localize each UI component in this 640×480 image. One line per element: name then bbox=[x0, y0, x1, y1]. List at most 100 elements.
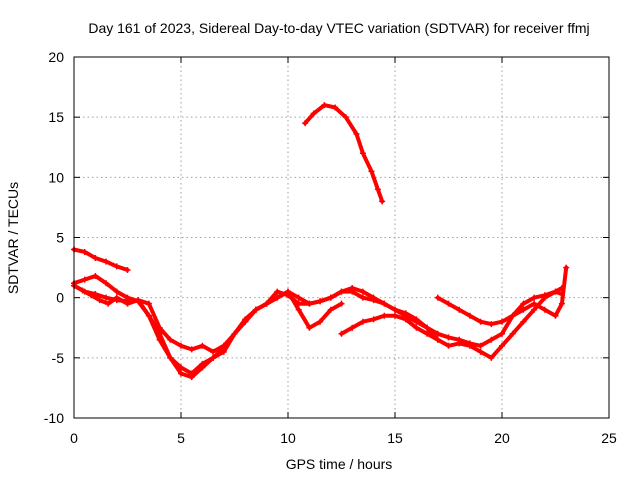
data-point bbox=[135, 297, 142, 304]
x-axis-label: GPS time / hours bbox=[286, 456, 393, 472]
data-point bbox=[381, 300, 388, 307]
data-point bbox=[79, 287, 86, 294]
data-point bbox=[81, 248, 88, 255]
y-tick-label: -5 bbox=[52, 350, 65, 366]
data-point bbox=[509, 330, 516, 337]
series-arc-3 bbox=[72, 283, 440, 354]
data-point bbox=[370, 316, 377, 323]
data-point bbox=[156, 330, 163, 337]
data-point bbox=[456, 340, 463, 347]
data-point bbox=[332, 104, 339, 111]
data-point bbox=[81, 276, 88, 283]
data-point bbox=[124, 294, 131, 301]
data-point bbox=[338, 288, 345, 295]
y-tick-label: 20 bbox=[48, 49, 64, 65]
data-point bbox=[541, 294, 548, 301]
data-point bbox=[370, 297, 377, 304]
data-point bbox=[285, 288, 291, 295]
data-point bbox=[359, 288, 366, 295]
data-point bbox=[434, 294, 441, 301]
data-point bbox=[445, 300, 452, 307]
y-tick-label: 5 bbox=[56, 230, 64, 246]
series-layer bbox=[71, 102, 570, 381]
data-point bbox=[302, 120, 309, 127]
data-point bbox=[167, 336, 174, 343]
data-point bbox=[499, 342, 505, 349]
data-point bbox=[274, 294, 281, 301]
data-point bbox=[353, 131, 360, 138]
x-tick-label: 10 bbox=[280, 430, 296, 446]
data-point bbox=[381, 312, 388, 319]
series-arc-7 bbox=[435, 265, 569, 327]
data-point bbox=[342, 114, 349, 121]
x-tick-label: 0 bbox=[70, 430, 78, 446]
data-point bbox=[113, 263, 120, 270]
data-point bbox=[252, 306, 259, 313]
data-point bbox=[92, 273, 99, 280]
data-point bbox=[392, 306, 398, 313]
data-point bbox=[558, 300, 565, 307]
data-point bbox=[466, 342, 473, 349]
data-point bbox=[178, 370, 184, 377]
data-point bbox=[338, 300, 345, 307]
y-tick-label: 10 bbox=[48, 169, 64, 185]
data-point bbox=[113, 294, 120, 301]
data-point bbox=[124, 266, 131, 273]
data-point bbox=[552, 312, 559, 319]
x-tick-label: 15 bbox=[387, 430, 403, 446]
data-point bbox=[359, 318, 366, 325]
data-point bbox=[541, 306, 548, 313]
data-point bbox=[477, 342, 484, 349]
x-tick-label: 5 bbox=[177, 430, 185, 446]
data-point bbox=[359, 150, 366, 157]
chart-title: Day 161 of 2023, Sidereal Day-to-day VTE… bbox=[88, 20, 589, 36]
data-point bbox=[531, 300, 538, 307]
data-point bbox=[424, 324, 431, 331]
data-point bbox=[445, 342, 452, 349]
data-point bbox=[167, 354, 174, 361]
data-point bbox=[477, 318, 484, 325]
data-point bbox=[274, 288, 281, 295]
data-point bbox=[103, 294, 110, 301]
data-point bbox=[434, 336, 441, 343]
grid bbox=[74, 57, 609, 418]
data-point bbox=[96, 297, 103, 304]
data-point bbox=[520, 300, 527, 307]
data-point bbox=[145, 312, 152, 319]
data-point bbox=[145, 300, 152, 307]
data-point bbox=[531, 294, 538, 301]
data-point bbox=[359, 294, 366, 301]
data-point bbox=[488, 321, 495, 328]
data-point bbox=[379, 198, 386, 205]
data-point bbox=[499, 318, 505, 325]
data-point bbox=[445, 334, 452, 341]
data-point bbox=[295, 306, 302, 313]
series-arc-6 bbox=[339, 289, 564, 360]
y-tick-label: 15 bbox=[48, 109, 64, 125]
data-point bbox=[488, 354, 495, 361]
data-point bbox=[338, 330, 345, 337]
data-point bbox=[520, 306, 527, 313]
data-point bbox=[552, 288, 559, 295]
data-point bbox=[488, 336, 495, 343]
data-point bbox=[392, 312, 398, 319]
data-point bbox=[327, 294, 334, 301]
data-point bbox=[317, 298, 324, 305]
data-point bbox=[188, 346, 195, 353]
data-point bbox=[124, 300, 131, 307]
data-point bbox=[466, 312, 473, 319]
data-point bbox=[563, 264, 570, 271]
data-point bbox=[509, 312, 516, 319]
data-point bbox=[413, 324, 420, 331]
data-point bbox=[368, 168, 375, 175]
data-point bbox=[103, 280, 110, 287]
data-point bbox=[402, 310, 409, 317]
y-tick-label: 0 bbox=[56, 290, 64, 306]
data-point bbox=[424, 330, 431, 337]
data-point bbox=[188, 374, 195, 381]
data-point bbox=[88, 292, 95, 299]
y-axis-label: SDTVAR / TECUs bbox=[5, 182, 21, 294]
data-point bbox=[231, 330, 238, 337]
data-point bbox=[413, 316, 420, 323]
data-point bbox=[306, 324, 313, 331]
